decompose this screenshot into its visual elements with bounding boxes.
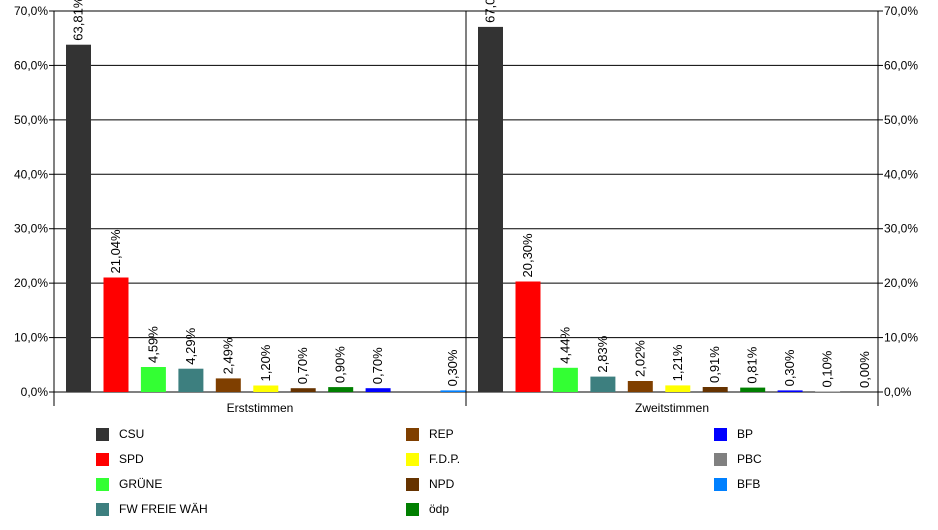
data-label: 0,10% — [820, 350, 835, 387]
bar — [140, 367, 166, 392]
y-tick-label-left: 30,0% — [14, 222, 48, 236]
bar — [590, 376, 616, 392]
bar — [253, 385, 279, 392]
y-tick-label-left: 0,0% — [21, 385, 49, 399]
bar — [740, 387, 766, 392]
y-tick-label-left: 40,0% — [14, 167, 48, 181]
x-category-label: Erststimmen — [227, 401, 294, 415]
x-category-label: Zweitstimmen — [635, 401, 709, 415]
data-label: 0,00% — [857, 351, 872, 388]
data-label: 4,44% — [557, 326, 572, 363]
bar — [515, 281, 541, 392]
data-label: 0,91% — [707, 346, 722, 383]
data-label: 20,30% — [520, 233, 535, 278]
bar — [365, 388, 391, 392]
data-label: 0,70% — [295, 347, 310, 384]
y-tick-label-left: 60,0% — [14, 58, 48, 72]
y-tick-label-right: 50,0% — [884, 113, 918, 127]
data-label: 63,81% — [71, 0, 86, 41]
y-tick-label-right: 10,0% — [884, 331, 918, 345]
bar — [552, 367, 578, 392]
data-label: 0,81% — [745, 346, 760, 383]
bar — [627, 381, 653, 392]
data-label: 0,30% — [445, 349, 460, 386]
data-label: 21,04% — [108, 229, 123, 274]
data-label: 2,02% — [632, 340, 647, 377]
bar — [215, 378, 241, 392]
y-tick-label-left: 20,0% — [14, 276, 48, 290]
bar — [103, 277, 129, 392]
bar — [178, 368, 204, 392]
bar — [815, 391, 841, 392]
y-tick-label-left: 10,0% — [14, 331, 48, 345]
bar — [665, 385, 691, 392]
data-label: 4,29% — [183, 327, 198, 364]
y-tick-label-left: 70,0% — [14, 4, 48, 18]
data-label: 0,70% — [370, 347, 385, 384]
data-label: 2,83% — [595, 335, 610, 372]
data-label: 2,49% — [220, 337, 235, 374]
bar — [777, 390, 803, 392]
y-tick-label-right: 20,0% — [884, 276, 918, 290]
bar — [478, 26, 503, 393]
bar — [328, 387, 354, 392]
y-tick-label-right: 30,0% — [884, 222, 918, 236]
data-label: 1,21% — [670, 344, 685, 381]
bar — [290, 388, 316, 392]
data-label: 4,59% — [145, 326, 160, 363]
bar — [702, 387, 728, 392]
data-label: 0,30% — [782, 349, 797, 386]
y-tick-label-left: 50,0% — [14, 113, 48, 127]
y-tick-label-right: 40,0% — [884, 167, 918, 181]
y-tick-label-right: 60,0% — [884, 58, 918, 72]
y-tick-label-right: 70,0% — [884, 4, 918, 18]
data-label: 1,20% — [258, 344, 273, 381]
bar — [440, 390, 466, 392]
data-label: 0,90% — [333, 346, 348, 383]
y-tick-label-right: 0,0% — [884, 385, 912, 399]
data-label: 67,07% — [483, 0, 498, 23]
bar — [66, 44, 91, 392]
